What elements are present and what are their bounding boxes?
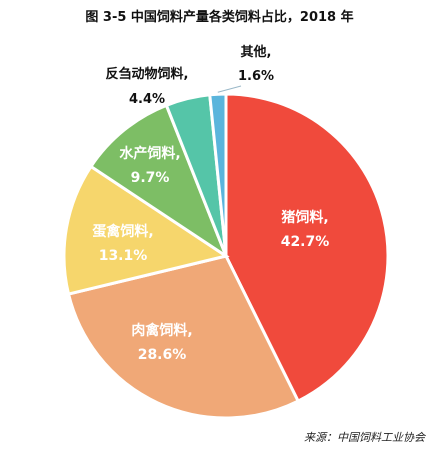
slice-label-4: 水产饲料, <box>119 145 180 162</box>
pie-slice-4 <box>88 103 230 260</box>
slice-label-3: 蛋禽饲料, <box>92 223 153 240</box>
pie-slice-3 <box>62 164 230 296</box>
slice-label-1: 猪饲料, <box>280 209 328 226</box>
slice-label-2: 肉禽饲料, <box>131 322 192 339</box>
slice-value-label-5: 4.4% <box>129 92 165 107</box>
source-note: 来源：中国饲料工业协会 <box>304 431 425 444</box>
slice-value-label-4: 9.7% <box>131 170 170 186</box>
leader-line-other <box>217 85 242 93</box>
pie-slice-6 <box>208 92 228 257</box>
slice-value-label-1: 42.7% <box>281 234 330 250</box>
chart-title: 图 3-5 中国饲料产量各类饲料占比，2018 年 <box>85 10 354 25</box>
slice-value-label-2: 28.6% <box>138 347 187 363</box>
slice-label-6: 其他, <box>241 44 272 60</box>
slice-labels: 猪饲料, 42.7% 肉禽饲料, 28.6% 蛋禽饲料, 13.1% 水产饲料, 9.7% 反刍… <box>92 44 329 363</box>
pie-slices <box>62 92 390 420</box>
slice-value-label-3: 13.1% <box>99 248 148 264</box>
slice-label-5: 反刍动物饲料, <box>106 66 189 82</box>
pie-slice-1 <box>224 92 390 404</box>
pie-slice-2 <box>66 254 301 420</box>
slice-value-label-6: 1.6% <box>238 69 274 84</box>
